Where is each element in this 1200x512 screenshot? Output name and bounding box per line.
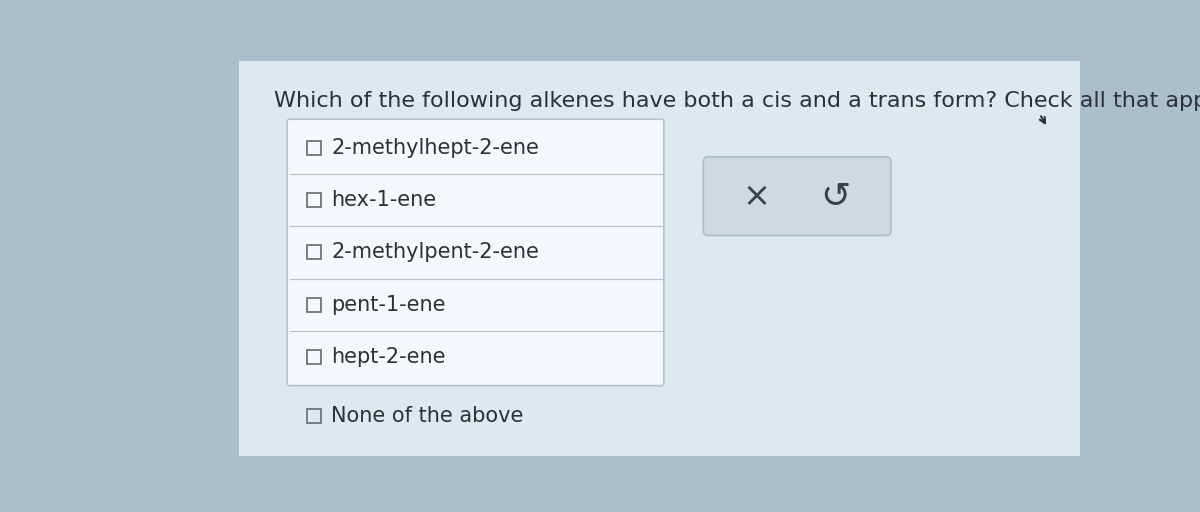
Text: Which of the following alkenes have both a cis and a trans form? Check all that : Which of the following alkenes have both… [274,91,1200,111]
Text: hept-2-ene: hept-2-ene [331,347,446,367]
Bar [306,141,320,155]
Bar [306,298,320,312]
Text: 2-methylpent-2-ene: 2-methylpent-2-ene [331,242,539,262]
Text: 2-methylhept-2-ene: 2-methylhept-2-ene [331,138,539,158]
Text: ↺: ↺ [821,179,851,213]
Bar [306,409,320,422]
Text: pent-1-ene: pent-1-ene [331,295,446,315]
FancyBboxPatch shape [239,61,1080,456]
Text: None of the above: None of the above [331,406,523,425]
FancyBboxPatch shape [703,157,890,236]
Bar [306,350,320,364]
Bar [306,193,320,207]
FancyBboxPatch shape [287,119,664,386]
Text: hex-1-ene: hex-1-ene [331,190,437,210]
Text: ×: × [742,180,770,212]
Bar [306,245,320,260]
